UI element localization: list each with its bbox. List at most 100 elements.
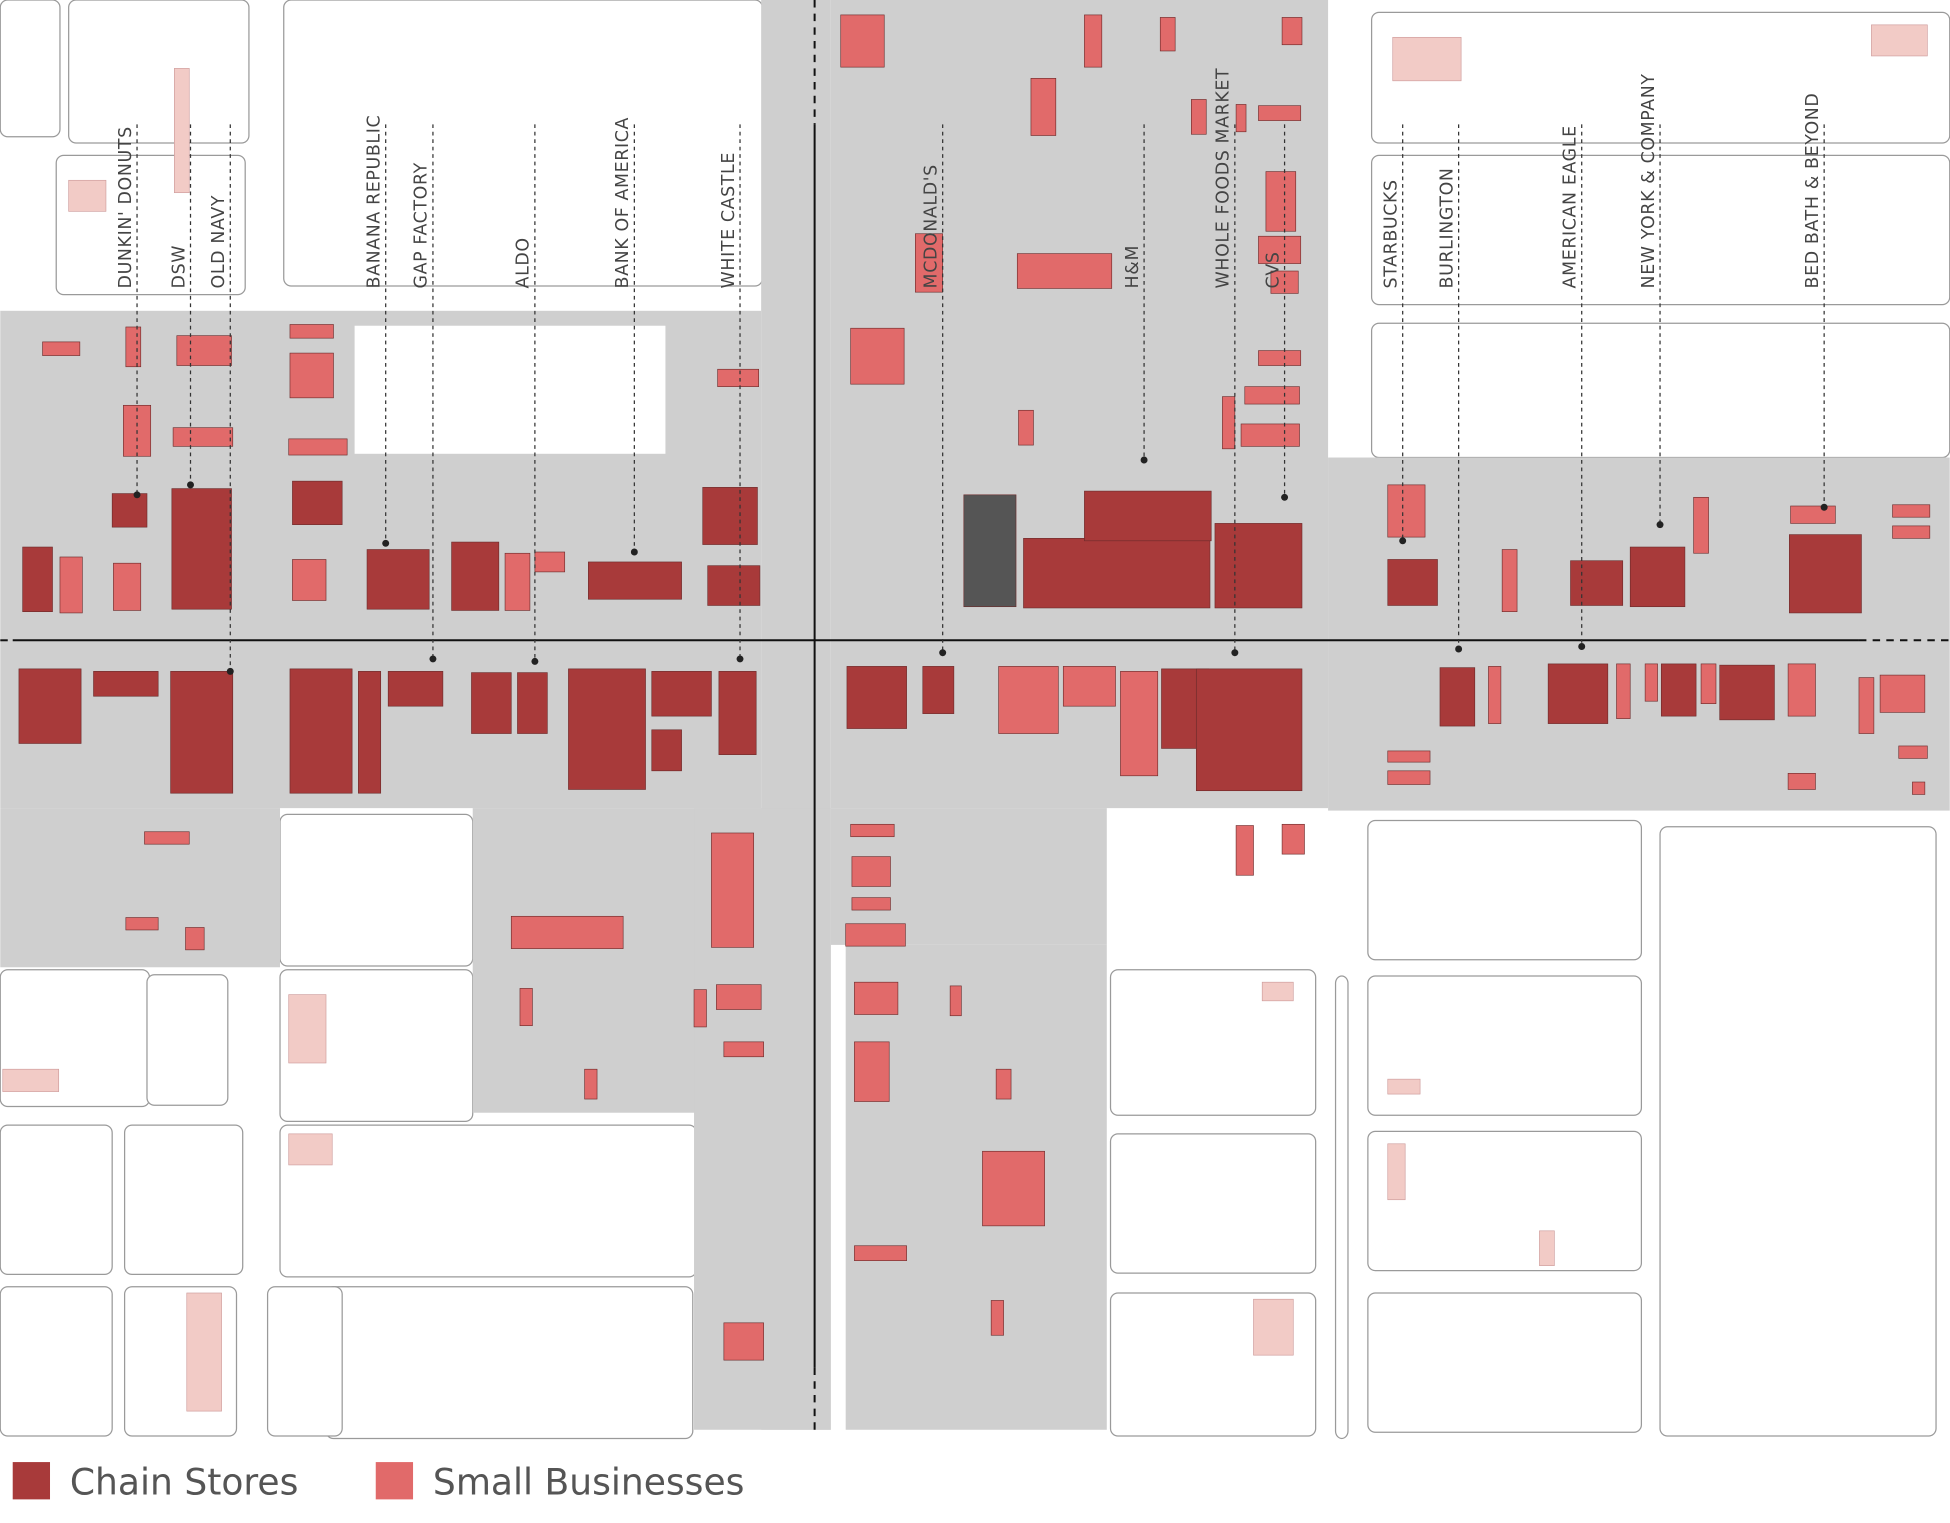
small-business bbox=[1693, 496, 1709, 554]
city-block bbox=[1367, 975, 1643, 1116]
city-block bbox=[266, 1286, 343, 1437]
chain-store bbox=[292, 480, 343, 525]
chain-store bbox=[358, 671, 382, 794]
chain-store bbox=[471, 672, 512, 734]
chain-store bbox=[517, 672, 548, 734]
aerial-area bbox=[1328, 457, 1950, 811]
small-business bbox=[850, 327, 905, 385]
chain-store bbox=[707, 565, 761, 606]
small-business bbox=[1018, 409, 1034, 446]
store-dot bbox=[187, 481, 194, 489]
store-dot bbox=[1231, 649, 1239, 657]
small-business bbox=[125, 917, 159, 931]
store-dot bbox=[1578, 643, 1586, 650]
small-business bbox=[1912, 781, 1926, 795]
small-business bbox=[1016, 253, 1113, 289]
small-business bbox=[42, 341, 81, 356]
store-label: CVS bbox=[1263, 251, 1283, 288]
small-business bbox=[851, 897, 891, 911]
small-business bbox=[982, 1150, 1045, 1227]
small-business bbox=[176, 335, 232, 366]
businesses bbox=[2, 14, 1931, 1412]
small-business bbox=[519, 988, 533, 1027]
small-business bbox=[1281, 17, 1303, 46]
small-business bbox=[1120, 671, 1159, 777]
small-business bbox=[289, 324, 334, 339]
legend-label: Chain Stores bbox=[70, 1461, 298, 1503]
small-business bbox=[1191, 99, 1207, 135]
small-business bbox=[172, 427, 234, 447]
city-block bbox=[146, 974, 229, 1106]
chain-store bbox=[1660, 663, 1697, 717]
small-business bbox=[1898, 745, 1928, 759]
small-business bbox=[1501, 549, 1518, 612]
city-block bbox=[279, 1124, 698, 1278]
small-business bbox=[723, 1041, 764, 1058]
city-block bbox=[1367, 1130, 1643, 1272]
small-business bbox=[1387, 750, 1431, 763]
small-business bbox=[1222, 396, 1236, 450]
city-block bbox=[0, 1286, 113, 1437]
small-business bbox=[1030, 78, 1057, 136]
chain-store bbox=[18, 668, 82, 744]
chain-store bbox=[366, 549, 430, 610]
chain-store bbox=[1789, 534, 1862, 614]
chain-store bbox=[651, 729, 682, 772]
store-dot bbox=[1656, 521, 1664, 529]
small-business bbox=[851, 856, 891, 887]
store-label: H&M bbox=[1123, 245, 1143, 289]
small-business bbox=[1787, 663, 1816, 717]
store-label: AMERICAN EAGLE bbox=[1560, 125, 1580, 288]
chain-store bbox=[170, 671, 234, 794]
chain-store bbox=[1547, 663, 1609, 724]
small-business bbox=[1892, 525, 1931, 539]
chain-store bbox=[387, 671, 444, 707]
city-block bbox=[1367, 1292, 1643, 1433]
small-business bbox=[1892, 504, 1931, 518]
chain-store bbox=[568, 668, 646, 790]
chain-store bbox=[651, 671, 712, 717]
small-business bbox=[840, 14, 885, 68]
chain-store bbox=[1439, 667, 1476, 727]
pale-business bbox=[2, 1068, 60, 1092]
city-block bbox=[1109, 1133, 1317, 1274]
chain-store bbox=[1570, 560, 1624, 606]
small-business bbox=[1787, 773, 1816, 790]
city-block bbox=[0, 0, 61, 138]
small-business bbox=[716, 984, 762, 1010]
chain-store bbox=[451, 541, 500, 611]
small-business bbox=[288, 438, 348, 456]
chain-store bbox=[922, 666, 955, 714]
legend: Chain Stores Small Businesses bbox=[12, 1461, 744, 1503]
store-dot bbox=[429, 655, 437, 663]
small-business bbox=[1858, 677, 1875, 734]
chain-store bbox=[718, 671, 757, 755]
small-business bbox=[693, 989, 707, 1028]
pale-business bbox=[288, 994, 327, 1064]
store-label: BURLINGTON bbox=[1437, 167, 1457, 288]
store-dot bbox=[939, 649, 947, 657]
small-business bbox=[1258, 350, 1302, 366]
small-business bbox=[510, 915, 624, 949]
small-business bbox=[998, 666, 1059, 734]
pale-business bbox=[1871, 24, 1928, 57]
small-business bbox=[711, 832, 755, 948]
small-business bbox=[1240, 423, 1300, 447]
small-business bbox=[1258, 105, 1302, 121]
small-business bbox=[915, 233, 943, 293]
pale-business bbox=[1253, 1298, 1294, 1356]
small-business bbox=[113, 562, 142, 611]
store-label: GAP FACTORY bbox=[412, 162, 432, 288]
store-label: MCDONALD'S bbox=[921, 164, 941, 288]
store-dot bbox=[226, 667, 234, 675]
small-business bbox=[1159, 17, 1176, 52]
small-business bbox=[1235, 104, 1247, 133]
chain-store bbox=[1719, 664, 1775, 721]
city-block bbox=[1659, 826, 1937, 1437]
aerial-area bbox=[0, 808, 281, 968]
plaza bbox=[354, 325, 666, 454]
store-label: DSW bbox=[169, 245, 189, 289]
store-dot bbox=[531, 657, 539, 665]
small-business bbox=[850, 823, 895, 838]
